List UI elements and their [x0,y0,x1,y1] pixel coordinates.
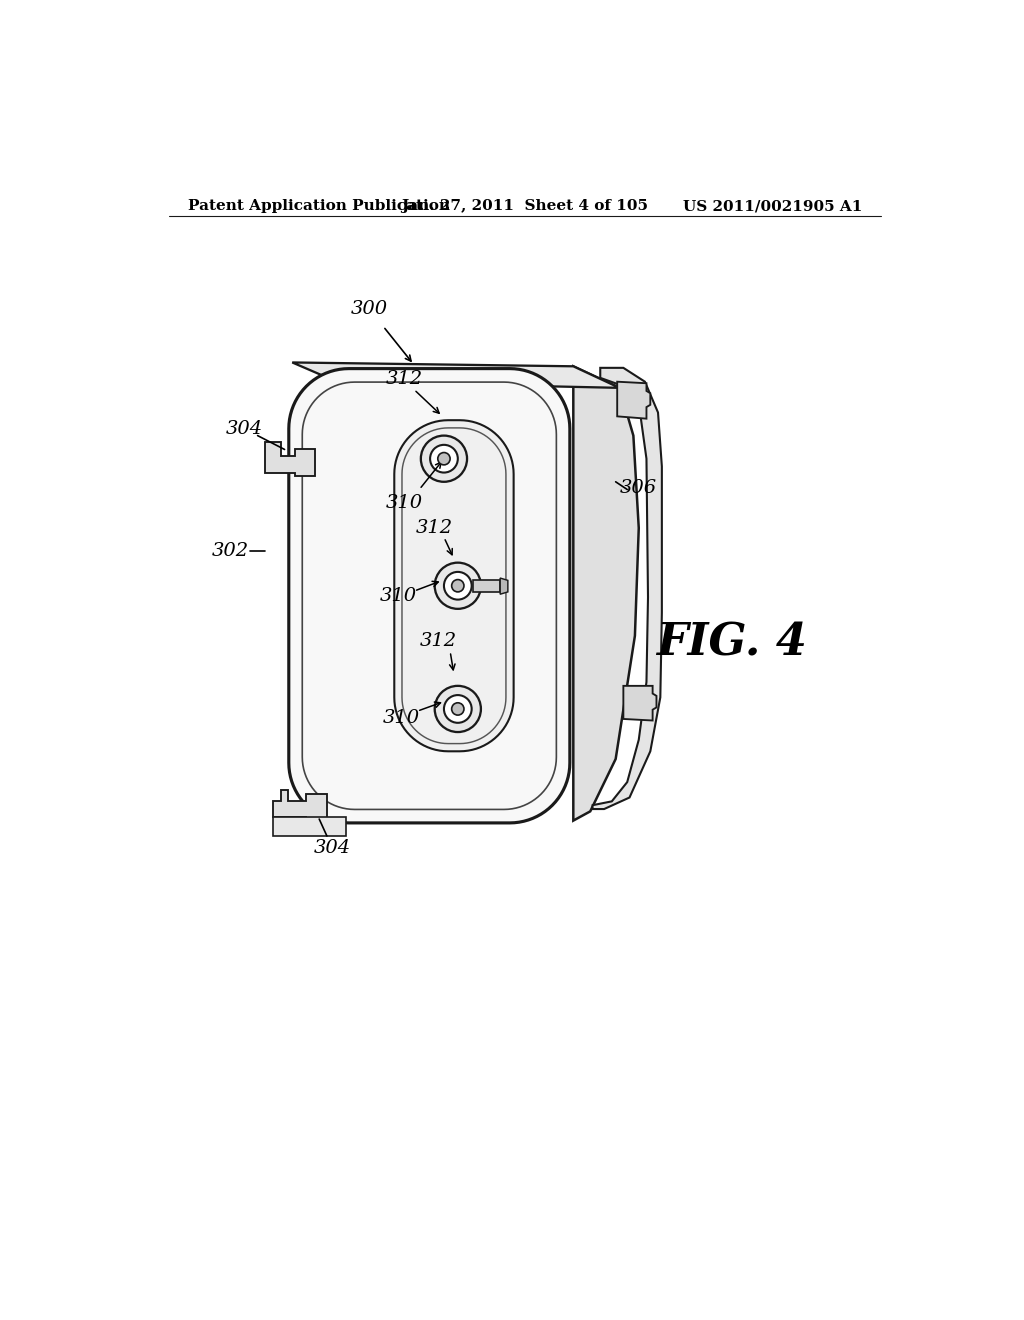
Text: Jan. 27, 2011  Sheet 4 of 105: Jan. 27, 2011 Sheet 4 of 105 [401,199,648,213]
Text: 302: 302 [212,543,249,560]
Text: 310: 310 [383,709,420,727]
Text: 304: 304 [226,421,263,438]
Polygon shape [593,368,662,809]
Circle shape [438,453,451,465]
Circle shape [435,562,481,609]
Polygon shape [573,367,639,821]
Circle shape [444,572,472,599]
Circle shape [444,696,472,723]
Polygon shape [617,381,650,418]
Polygon shape [473,581,500,591]
Text: FIG. 4: FIG. 4 [655,622,807,665]
Text: 310: 310 [380,587,417,605]
Circle shape [435,686,481,733]
Circle shape [421,436,467,482]
Polygon shape [394,420,514,751]
Text: 300: 300 [350,300,388,318]
Circle shape [452,579,464,591]
Text: 312: 312 [385,370,423,388]
Polygon shape [500,578,508,594]
Text: 306: 306 [621,479,657,496]
Text: Patent Application Publication: Patent Application Publication [188,199,451,213]
Text: US 2011/0021905 A1: US 2011/0021905 A1 [683,199,862,213]
Text: 312: 312 [416,519,454,537]
Polygon shape [273,817,346,836]
Polygon shape [289,368,569,822]
Polygon shape [265,442,315,477]
Text: 304: 304 [313,840,351,857]
Polygon shape [292,363,620,388]
Circle shape [452,702,464,715]
Circle shape [430,445,458,473]
Text: 310: 310 [385,494,423,512]
Text: 312: 312 [420,632,457,651]
Polygon shape [624,686,656,721]
Polygon shape [273,789,327,822]
